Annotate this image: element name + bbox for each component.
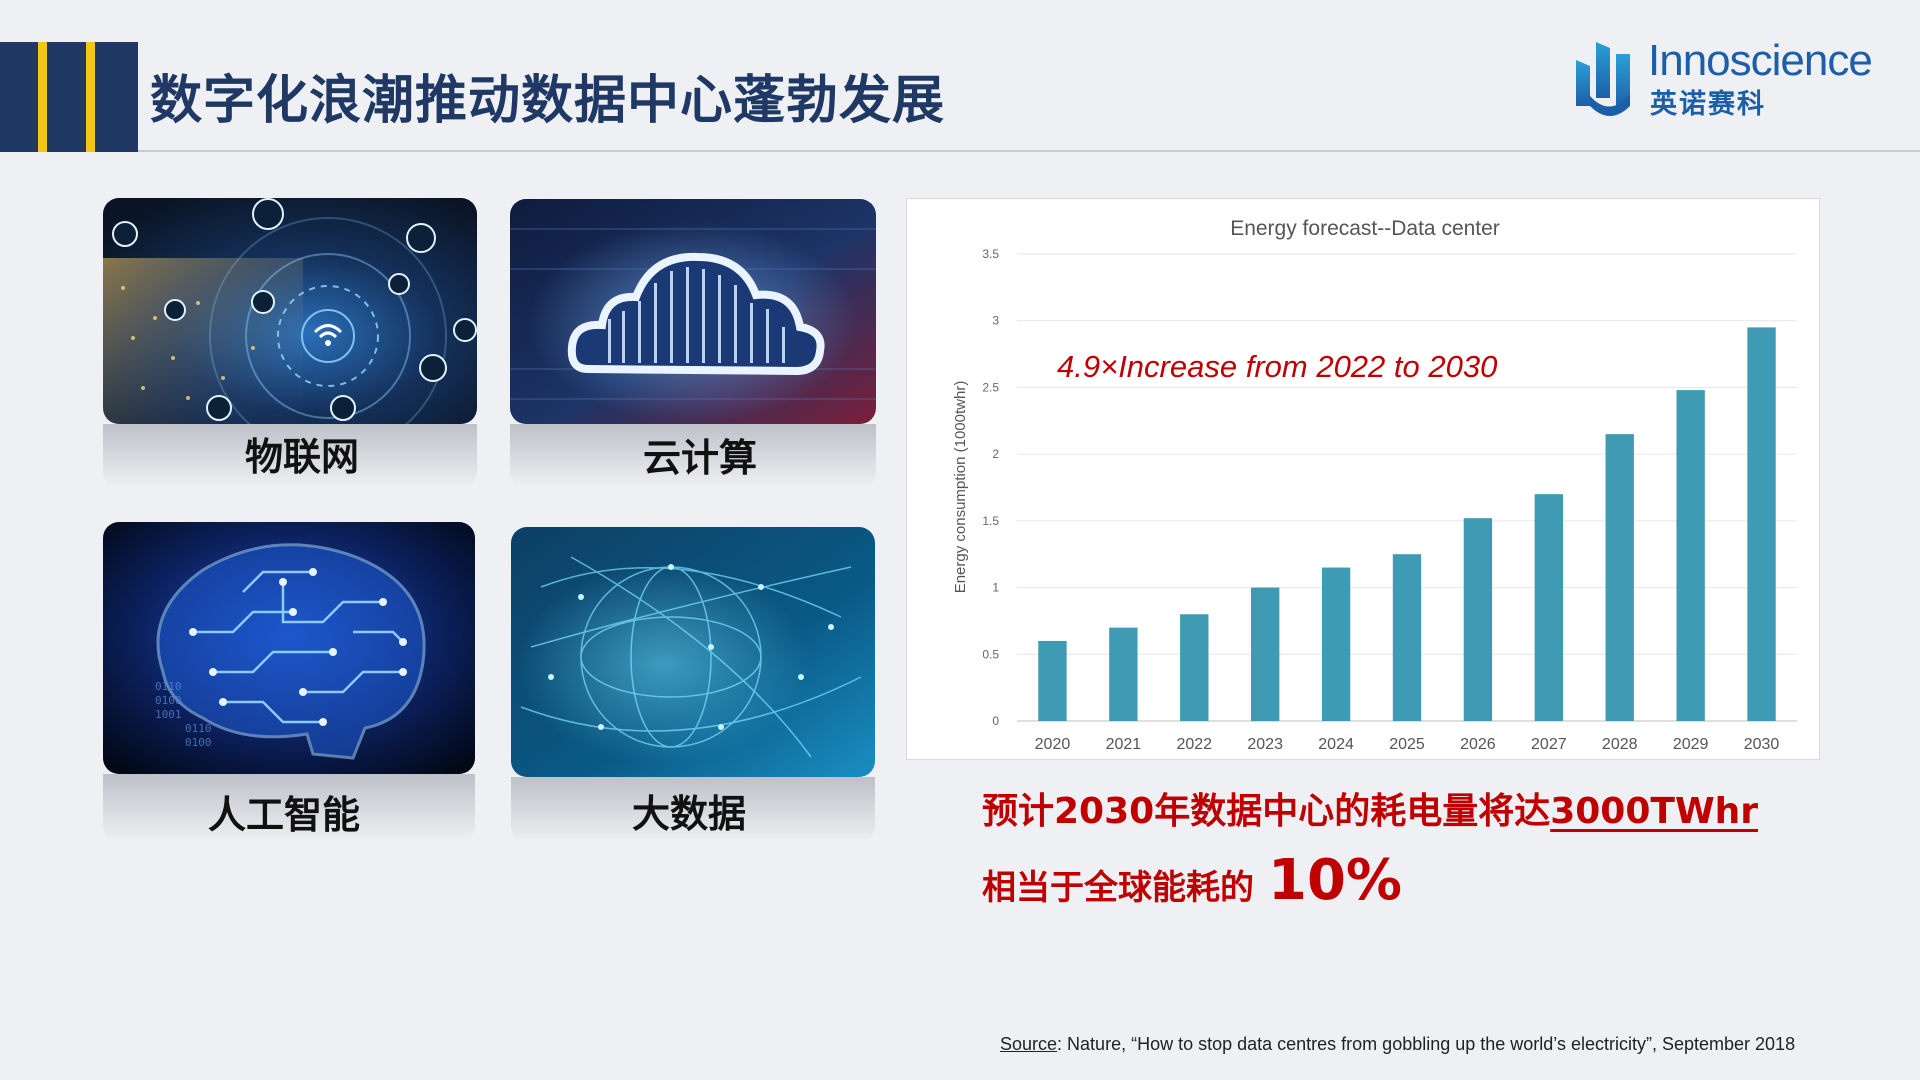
source-label: Source xyxy=(1000,1034,1058,1054)
global-share-note: 相当于全球能耗的 10% xyxy=(982,848,1402,913)
chart-annotation: 4.9×Increase from 2022 to 2030 xyxy=(1057,349,1497,384)
chart-bars xyxy=(1038,327,1776,721)
chart-y-ticks: 0 0.5 1 1.5 2 2.5 3 3.5 xyxy=(982,247,999,728)
tile-label-iot: 物联网 xyxy=(244,435,359,479)
chart-x-tick-label: 2030 xyxy=(1744,736,1780,753)
chart-y-tick-label: 3 xyxy=(992,314,999,328)
chart-x-tick-label: 2029 xyxy=(1673,736,1709,753)
tile-cloud: 云计算 xyxy=(510,199,876,489)
chart-title: Energy forecast--Data center xyxy=(1230,217,1500,240)
tile-iot: 物联网 xyxy=(103,198,477,488)
chart-y-tick-label: 2.5 xyxy=(982,380,999,394)
svg-text:0100: 0100 xyxy=(155,694,182,707)
global-share-text: 相当于全球能耗的 xyxy=(982,868,1254,908)
iot-image xyxy=(103,198,477,424)
tile-ai: 0110 0100 1001 0110 0100 人工智能 xyxy=(103,522,475,842)
chart-x-tick-label: 2021 xyxy=(1106,736,1142,753)
header-divider xyxy=(138,150,1920,152)
global-share-value: 10% xyxy=(1268,848,1403,913)
svg-text:0110: 0110 xyxy=(155,680,182,693)
header-stripe-right xyxy=(86,42,95,152)
chart-bar xyxy=(1747,327,1776,721)
chart-y-tick-label: 0 xyxy=(992,714,999,728)
iot-reflection xyxy=(103,424,477,488)
header-stripe-left xyxy=(38,42,47,152)
chart-bar xyxy=(1109,627,1138,721)
chart-bar xyxy=(1038,640,1067,721)
chart-y-tick-label: 2 xyxy=(992,447,999,461)
svg-text:1001: 1001 xyxy=(155,708,182,721)
chart-bar xyxy=(1605,434,1634,721)
ai-reflection xyxy=(103,774,475,842)
chart-x-tick-label: 2027 xyxy=(1531,736,1567,753)
svg-text:0100: 0100 xyxy=(185,736,212,749)
forecast-note-value: 3000TWhr xyxy=(1550,791,1759,832)
bigdata-reflection xyxy=(511,777,875,843)
energy-forecast-chart: Energy forecast--Data center Energy cons… xyxy=(906,198,1820,760)
chart-x-tick-label: 2025 xyxy=(1389,736,1425,753)
chart-x-tick-label: 2028 xyxy=(1602,736,1638,753)
chart-y-tick-label: 1 xyxy=(992,581,999,595)
tile-label-cloud: 云计算 xyxy=(642,436,757,480)
chart-bar xyxy=(1321,567,1351,721)
chart-x-tick-label: 2026 xyxy=(1460,736,1496,753)
chart-x-tick-label: 2022 xyxy=(1176,736,1212,753)
svg-text:0110: 0110 xyxy=(185,722,212,735)
bigdata-image xyxy=(511,527,875,777)
chart-bar xyxy=(1392,554,1422,721)
chart-y-tick-label: 1.5 xyxy=(982,514,999,528)
logo-wordmark: Innoscience xyxy=(1648,36,1873,85)
chart-y-tick-label: 0.5 xyxy=(982,647,999,661)
tile-bigdata: 大数据 xyxy=(511,527,875,843)
forecast-note-text: 预计2030年数据中心的耗电量将达 xyxy=(982,791,1551,832)
innoscience-logo-icon xyxy=(1576,42,1630,116)
logo-chinese-name: 英诺赛科 xyxy=(1650,89,1766,120)
tile-label-bigdata: 大数据 xyxy=(631,792,746,836)
chart-y-tick-label: 3.5 xyxy=(982,247,999,261)
chart-canvas: Energy forecast--Data center Energy cons… xyxy=(952,217,1797,753)
header-accent-block xyxy=(0,42,138,152)
source-citation: Source: Nature, “How to stop data centre… xyxy=(1000,1034,1795,1055)
company-logo: Innoscience 英诺赛科 xyxy=(1570,36,1890,120)
slide-header: 数字化浪潮推动数据中心蓬勃发展 Innoscience 英诺赛科 xyxy=(0,0,1920,152)
chart-bar xyxy=(1676,390,1705,721)
chart-x-tick-label: 2020 xyxy=(1035,736,1071,753)
page-title: 数字化浪潮推动数据中心蓬勃发展 xyxy=(150,71,946,131)
chart-bar xyxy=(1463,518,1493,721)
cloud-reflection xyxy=(510,424,876,488)
chart-x-tick-label: 2024 xyxy=(1318,736,1354,753)
tile-label-ai: 人工智能 xyxy=(207,793,360,837)
chart-x-tick-label: 2023 xyxy=(1247,736,1283,753)
chart-x-ticks: 2020 2021 2022 2023 2024 2025 2026 2027 2028 2029… xyxy=(1035,736,1780,753)
chart-bar xyxy=(1180,614,1209,721)
cloud-image xyxy=(510,199,876,424)
source-text: : Nature, “How to stop data centres from… xyxy=(1057,1034,1796,1054)
chart-bar xyxy=(1251,587,1280,721)
forecast-note: 预计2030年数据中心的耗电量将达3000TWhr xyxy=(982,782,1758,834)
ai-image: 0110 0100 1001 0110 0100 xyxy=(103,522,475,774)
chart-y-axis-label: Energy consumption (1000twhr) xyxy=(952,381,969,594)
chart-bar xyxy=(1534,494,1563,721)
